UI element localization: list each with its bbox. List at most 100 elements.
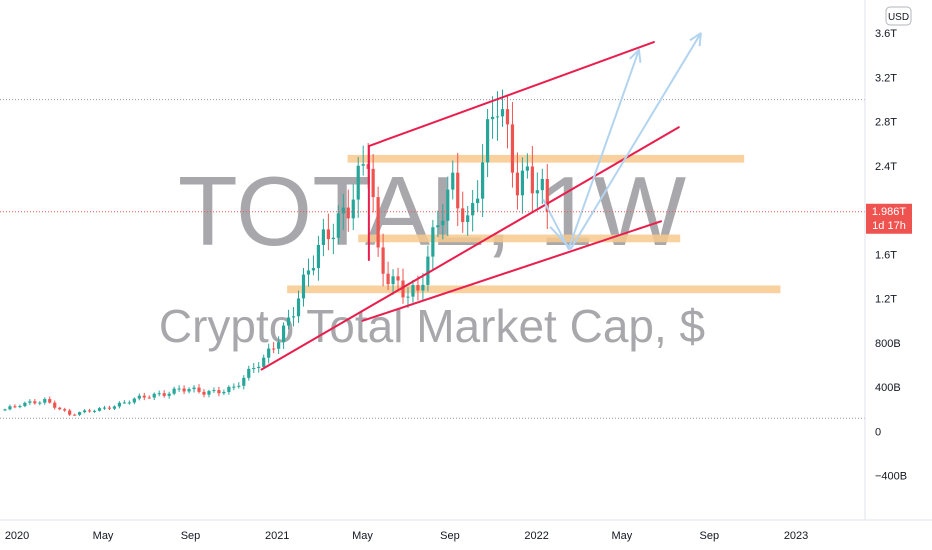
candle [272, 341, 276, 354]
candle [286, 309, 291, 330]
candle-body [182, 388, 186, 392]
time-axis-background[interactable] [0, 520, 932, 550]
candle-body [157, 393, 161, 395]
candle [13, 404, 17, 409]
candle-body [386, 273, 390, 285]
candle-body [281, 325, 286, 343]
candle [490, 96, 495, 139]
projection-arrow [542, 49, 640, 250]
candle-body [406, 296, 410, 298]
support-zone [358, 234, 681, 243]
candle [78, 411, 82, 417]
candle [540, 168, 544, 204]
candle-body [530, 166, 534, 194]
support-zone [347, 154, 745, 163]
candle-body [13, 406, 17, 408]
support-zones[interactable] [287, 154, 781, 294]
candle [262, 354, 266, 370]
candle [545, 164, 549, 230]
candle-body [515, 172, 520, 196]
price-tick-label: 2.8T [875, 117, 897, 129]
candle-body [97, 408, 102, 411]
candle-body [117, 402, 122, 407]
candle [182, 385, 186, 395]
candle-body [227, 386, 231, 392]
candle-body [247, 368, 251, 378]
candle [152, 392, 156, 401]
currency-button-frame[interactable] [885, 6, 912, 26]
price-tick-label: 2.4T [875, 161, 897, 173]
candle-body [152, 393, 156, 398]
candle-body [411, 285, 415, 297]
candle [28, 399, 32, 406]
candle-body [267, 348, 271, 358]
candle-body [396, 276, 400, 281]
time-axis-ticks: 2020 May Sep 2021 May Sep 2022 May Sep 2023 [5, 530, 808, 542]
candle-body [38, 402, 42, 404]
candle-body [391, 276, 395, 285]
candle-body [441, 220, 445, 226]
candle [117, 401, 122, 409]
candle [68, 408, 72, 416]
candle [520, 157, 525, 214]
candle [525, 153, 529, 179]
candle [162, 390, 166, 398]
candle [132, 397, 136, 405]
time-tick-label: 2023 [784, 530, 808, 542]
projection-arrow-head [629, 48, 642, 63]
candle-body [535, 190, 539, 194]
candle [237, 382, 241, 389]
candle-body [277, 342, 281, 349]
candle-body [296, 298, 301, 317]
candle [505, 96, 510, 149]
candle-body [137, 395, 141, 399]
candle-body [212, 390, 216, 392]
candle [202, 389, 206, 398]
candle [376, 186, 380, 257]
candle-body [78, 412, 82, 415]
candle [267, 343, 271, 364]
candle [207, 389, 211, 398]
candle-body [520, 170, 525, 196]
trend-lines[interactable] [260, 41, 680, 371]
candle [381, 233, 385, 287]
candle-body [540, 179, 544, 191]
candle-body [545, 179, 549, 212]
price-axis-background[interactable] [865, 0, 932, 520]
candle-body [18, 406, 22, 408]
watermark-name: Crypto Total Market Cap, $ [159, 300, 705, 352]
candle-body [63, 409, 67, 411]
candle-body [451, 172, 455, 190]
candle [326, 213, 330, 251]
candle-body [466, 215, 470, 223]
candle-body [416, 285, 420, 291]
candle [386, 261, 390, 291]
price-tick-label: 800B [875, 338, 901, 350]
candle-body [232, 386, 236, 388]
candle [391, 269, 395, 295]
projection-arrow-head [689, 32, 702, 47]
projection-arrows[interactable] [542, 32, 702, 250]
candle [177, 385, 181, 392]
time-tick-label: 2020 [5, 530, 29, 542]
candle [306, 258, 311, 287]
currency-button[interactable]: USD [885, 6, 912, 26]
trend-line [361, 220, 663, 322]
candle [127, 400, 131, 405]
candle-body [510, 124, 515, 173]
candle-body [73, 414, 77, 416]
currency-button-label[interactable]: USD [888, 12, 909, 23]
time-tick-label: May [93, 530, 114, 542]
candle [122, 400, 126, 404]
candle-body [147, 397, 151, 399]
candle-body [162, 393, 166, 396]
candle [92, 409, 97, 413]
candle-body [222, 391, 226, 394]
candle [316, 235, 321, 281]
candle [252, 363, 256, 374]
candle-body [257, 366, 261, 369]
candle-body [187, 389, 191, 392]
candle [281, 322, 286, 350]
candle [351, 184, 355, 231]
